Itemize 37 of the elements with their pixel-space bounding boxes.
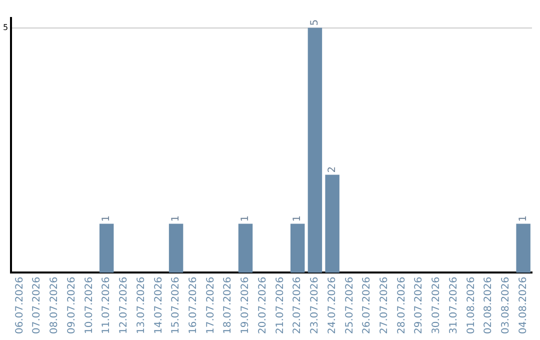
x-tick-label: 28.07.2026 xyxy=(396,276,408,334)
x-tick-label: 30.07.2026 xyxy=(431,276,442,334)
x-tick-label: 16.07.2026 xyxy=(188,276,199,334)
x-tick-label: 24.07.2026 xyxy=(326,276,338,334)
data-label: 1 xyxy=(292,215,304,222)
x-tick-label: 06.07.2026 xyxy=(14,276,26,334)
x-tick-label: 14.07.2026 xyxy=(153,276,164,334)
data-label: 2 xyxy=(326,166,338,173)
x-tick-label: 15.07.2026 xyxy=(170,276,182,334)
x-tick-label: 31.07.2026 xyxy=(448,276,460,334)
data-label: 1 xyxy=(101,215,112,222)
x-tick-label: 23.07.2026 xyxy=(310,276,321,334)
x-tick-label: 27.07.2026 xyxy=(379,276,390,334)
x-tick-label: 20.07.2026 xyxy=(257,276,268,334)
x-tick-label: 26.07.2026 xyxy=(362,276,373,334)
x-tick-label: 21.07.2026 xyxy=(274,276,286,334)
x-tick-label: 12.07.2026 xyxy=(118,276,130,334)
data-label: 1 xyxy=(518,215,529,222)
data-label: 5 xyxy=(310,19,321,26)
x-tick-label: 04.08.2026 xyxy=(518,276,529,334)
x-tick-label: 22.07.2026 xyxy=(292,276,304,334)
x-tick-label: 03.08.2026 xyxy=(500,276,512,334)
data-label: 1 xyxy=(240,215,252,222)
data-label: 1 xyxy=(170,215,182,222)
x-tick-label: 11.07.2026 xyxy=(101,276,112,334)
x-tick-label: 01.08.2026 xyxy=(466,276,477,334)
x-tick-label: 18.07.2026 xyxy=(222,276,234,334)
x-tick-label: 10.07.2026 xyxy=(84,276,95,334)
x-tick-label: 19.07.2026 xyxy=(240,276,252,334)
x-tick-label: 29.07.2026 xyxy=(414,276,425,334)
x-tick-label: 02.08.2026 xyxy=(483,276,494,334)
x-tick-label: 07.07.2026 xyxy=(32,276,43,334)
x-tick-label: 25.07.2026 xyxy=(344,276,356,334)
x-tick-label: 13.07.2026 xyxy=(136,276,147,334)
x-tick-label: 08.07.2026 xyxy=(49,276,60,334)
x-tick-label: 09.07.2026 xyxy=(66,276,78,334)
x-tick-label: 17.07.2026 xyxy=(205,276,216,334)
